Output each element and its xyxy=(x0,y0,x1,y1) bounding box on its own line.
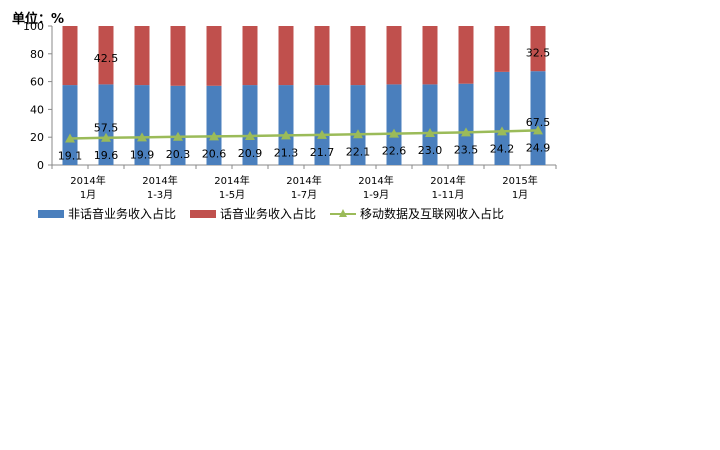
x-category-label: 2014年 xyxy=(358,174,393,187)
line-marker xyxy=(497,126,507,136)
legend-label-mobile: 移动数据及互联网收入占比 xyxy=(360,207,505,221)
bar-voice xyxy=(350,26,366,86)
line-marker xyxy=(389,128,399,138)
legend-swatch-mobile xyxy=(330,208,357,219)
bar-non-voice xyxy=(278,85,294,165)
x-category-label: 2014年 xyxy=(286,174,321,187)
line-data-label: 19.1 xyxy=(58,149,83,162)
line-marker xyxy=(317,129,327,139)
y-tick-label: 0 xyxy=(37,159,44,172)
x-category-label: 1-11月 xyxy=(432,189,465,200)
line-data-label: 20.3 xyxy=(166,148,191,161)
bar-non-voice xyxy=(494,71,510,165)
line-marker xyxy=(281,130,291,140)
line-marker xyxy=(461,127,471,137)
bar-voice xyxy=(494,26,510,72)
line-data-label: 19.9 xyxy=(130,148,155,161)
line-data-label: 23.0 xyxy=(418,144,443,157)
bar-callout-label: 42.5 xyxy=(94,52,119,65)
bar-non-voice xyxy=(62,85,78,165)
line-marker xyxy=(533,125,543,135)
y-tick-label: 20 xyxy=(30,131,44,144)
bar-voice xyxy=(530,26,546,72)
bar-voice xyxy=(314,26,330,86)
x-category-label: 2014年 xyxy=(214,174,249,187)
x-category-label: 2014年 xyxy=(142,174,177,187)
bar-callout-label: 57.5 xyxy=(94,121,119,134)
x-category-label: 2014年 xyxy=(430,174,465,187)
x-category-label: 2015年 xyxy=(502,174,537,187)
bar-voice xyxy=(458,26,474,84)
line-mobile-data xyxy=(69,129,539,140)
bar-non-voice xyxy=(170,85,186,165)
line-marker xyxy=(209,131,219,141)
line-data-label: 20.9 xyxy=(238,147,263,160)
bar-non-voice xyxy=(386,84,402,165)
bar-voice xyxy=(422,26,438,85)
line-marker xyxy=(65,133,75,143)
legend-item-voice: 话音业务收入占比 xyxy=(190,205,316,222)
bar-non-voice xyxy=(206,85,222,165)
bar-voice xyxy=(206,26,222,86)
legend-swatch-non-voice xyxy=(38,209,64,218)
line-data-label: 21.7 xyxy=(310,146,335,159)
line-data-label: 22.6 xyxy=(382,145,407,158)
bar-voice xyxy=(386,26,402,85)
line-data-label: 19.6 xyxy=(94,149,119,162)
bar-voice xyxy=(278,26,294,86)
bar-callout-label: 32.5 xyxy=(526,46,551,59)
bar-non-voice xyxy=(350,85,366,165)
bar-non-voice xyxy=(98,84,114,165)
legend-item-mobile: 移动数据及互联网收入占比 xyxy=(330,205,504,222)
bar-voice xyxy=(134,26,150,86)
line-marker xyxy=(173,131,183,141)
bar-callout-label: 67.5 xyxy=(526,116,551,129)
y-tick-label: 100 xyxy=(23,20,44,33)
bar-non-voice xyxy=(242,85,258,165)
x-category-label: 1月 xyxy=(512,189,528,200)
bar-non-voice xyxy=(314,85,330,165)
y-tick-label: 40 xyxy=(30,103,44,116)
stacked-bar-line-chart: 0 20 40 60 80 100 2014年 1月 2014年 1-3月 2014年 1-5月 201… xyxy=(23,20,557,200)
x-category-label: 1-7月 xyxy=(291,189,317,200)
y-tick-label: 60 xyxy=(30,76,44,89)
line-marker xyxy=(245,130,255,140)
line-data-label: 24.9 xyxy=(526,141,551,154)
legend-swatch-voice xyxy=(190,209,217,218)
bar-voice xyxy=(62,26,78,86)
x-category-label: 1-9月 xyxy=(363,189,389,200)
legend-label-non-voice: 非话音业务收入占比 xyxy=(68,207,177,221)
bar-non-voice xyxy=(530,71,546,165)
line-data-label: 21.3 xyxy=(274,146,299,159)
legend-label-voice: 话音业务收入占比 xyxy=(220,207,317,221)
line-marker xyxy=(425,128,435,138)
unit-label: 单位：% xyxy=(12,12,65,27)
bar-non-voice xyxy=(422,84,438,165)
bar-voice xyxy=(170,26,186,86)
bar-non-voice xyxy=(458,83,474,165)
bar-voice xyxy=(98,26,114,85)
line-marker xyxy=(353,129,363,139)
y-tick-label: 80 xyxy=(30,48,44,61)
legend-item-non-voice: 非话音业务收入占比 xyxy=(38,205,176,222)
bar-voice xyxy=(242,26,258,86)
x-category-label: 1-5月 xyxy=(219,189,245,200)
line-marker xyxy=(137,132,147,142)
line-data-label: 20.6 xyxy=(202,147,227,160)
line-marker xyxy=(101,132,111,142)
line-data-label: 23.5 xyxy=(454,143,479,156)
x-category-label: 2014年 xyxy=(70,174,105,187)
x-category-label: 1月 xyxy=(80,189,96,200)
bar-non-voice xyxy=(134,85,150,165)
line-data-label: 22.1 xyxy=(346,145,371,158)
line-data-label: 24.2 xyxy=(490,142,515,155)
chart-legend: 非话音业务收入占比 话音业务收入占比 移动数据及互联网收入占比 xyxy=(38,205,518,222)
x-category-label: 1-3月 xyxy=(147,189,173,200)
